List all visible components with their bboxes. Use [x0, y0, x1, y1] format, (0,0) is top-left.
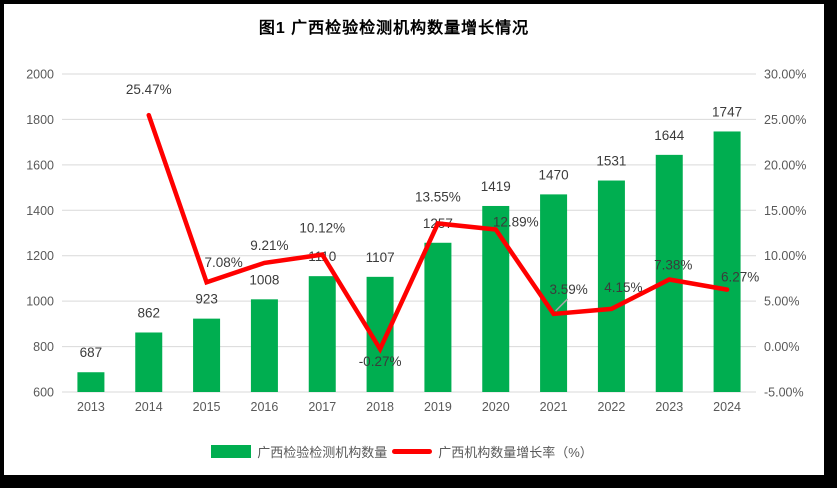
legend-entry-institution-count: 广西检验检测机构数量	[211, 442, 387, 461]
bar-value-label: 687	[80, 345, 103, 360]
x-tick-label: 2020	[482, 400, 510, 414]
x-tick-label: 2013	[77, 400, 105, 414]
growth-point-label: 4.15%	[604, 280, 642, 295]
y-right-tick-label: 0.00%	[764, 340, 799, 354]
legend-label-institution-count: 广西检验检测机构数量	[257, 445, 388, 460]
legend-line-swatch	[392, 449, 433, 454]
y-left-tick-label: 1600	[26, 158, 54, 172]
growth-point-label: 9.21%	[250, 238, 288, 253]
growth-point-label: 25.47%	[126, 82, 172, 97]
growth-point-label: -0.27%	[359, 354, 402, 369]
legend-entry-growth-rate: 广西机构数量增长率（%）	[392, 442, 593, 461]
bar-value-label: 1747	[712, 104, 742, 119]
growth-point-label: 7.08%	[204, 255, 242, 270]
bar-value-label: 1107	[366, 250, 395, 265]
y-right-tick-label: 20.00%	[764, 158, 806, 172]
bar-2022	[597, 180, 625, 392]
y-right-tick-label: -5.00%	[764, 386, 804, 400]
chart-title: 图1 广西检验检测机构数量增长情况	[258, 20, 530, 37]
legend-bar-swatch	[211, 445, 252, 458]
bar-value-label: 1419	[481, 179, 511, 194]
y-left-tick-label: 800	[33, 340, 54, 354]
y-right-tick-label: 5.00%	[764, 295, 799, 309]
bar-2023	[655, 154, 683, 392]
growth-point-label: 6.27%	[721, 270, 759, 285]
x-tick-label: 2014	[135, 400, 163, 414]
y-left-tick-label: 1400	[26, 204, 54, 218]
y-right-tick-label: 25.00%	[764, 113, 806, 127]
bar-2017	[308, 276, 336, 392]
growth-point-label: 12.89%	[493, 214, 539, 229]
bar-2020	[482, 205, 510, 392]
bar-2021	[540, 194, 568, 392]
y-right-tick-label: 30.00%	[764, 68, 806, 82]
bar-2016	[250, 299, 278, 392]
x-tick-label: 2021	[540, 400, 568, 414]
legend-label-growth-rate: 广西机构数量增长率（%）	[438, 445, 593, 460]
bar-2024	[713, 131, 741, 392]
y-left-tick-label: 1200	[26, 249, 54, 263]
growth-point-label: 13.55%	[415, 189, 461, 204]
growth-line	[146, 112, 730, 354]
y-left-tick-label: 1800	[26, 113, 54, 127]
x-tick-label: 2017	[308, 400, 336, 414]
y-left-tick-label: 1000	[26, 295, 54, 309]
chart-plot-area: 2000 30.00% 1800 25.00% 1600 20.00% 1400 15.00%…	[26, 68, 806, 415]
bar-2015	[193, 318, 221, 392]
bar-value-label: 1644	[654, 128, 685, 143]
x-tick-label: 2018	[366, 400, 394, 414]
bar-value-label: 1008	[249, 272, 279, 287]
bar-value-label: 1531	[596, 154, 626, 169]
bar-value-label: 1470	[539, 167, 569, 182]
bar-value-label: 862	[137, 305, 160, 320]
growth-point-label: 7.38%	[654, 258, 692, 273]
chart-legend: 广西检验检测机构数量 广西机构数量增长率（%）	[4, 442, 800, 461]
y-left-tick-label: 2000	[26, 68, 54, 82]
bar-value-label: 923	[195, 292, 218, 307]
y-right-tick-label: 10.00%	[764, 249, 806, 263]
y-left-tick-label: 600	[33, 386, 54, 400]
x-tick-label: 2023	[655, 400, 683, 414]
x-tick-label: 2022	[598, 400, 626, 414]
growth-point-label: 10.12%	[299, 221, 345, 236]
label-leader-line	[555, 298, 569, 312]
x-tick-label: 2024	[713, 400, 741, 414]
x-tick-label: 2019	[424, 400, 452, 414]
y-right-tick-label: 15.00%	[764, 204, 806, 218]
bar-2013	[77, 372, 105, 392]
x-tick-label: 2016	[251, 400, 279, 414]
bar-2014	[135, 332, 163, 392]
growth-point-label: 3.59%	[549, 282, 587, 297]
x-tick-label: 2015	[193, 400, 221, 414]
bar-2019	[424, 242, 452, 392]
